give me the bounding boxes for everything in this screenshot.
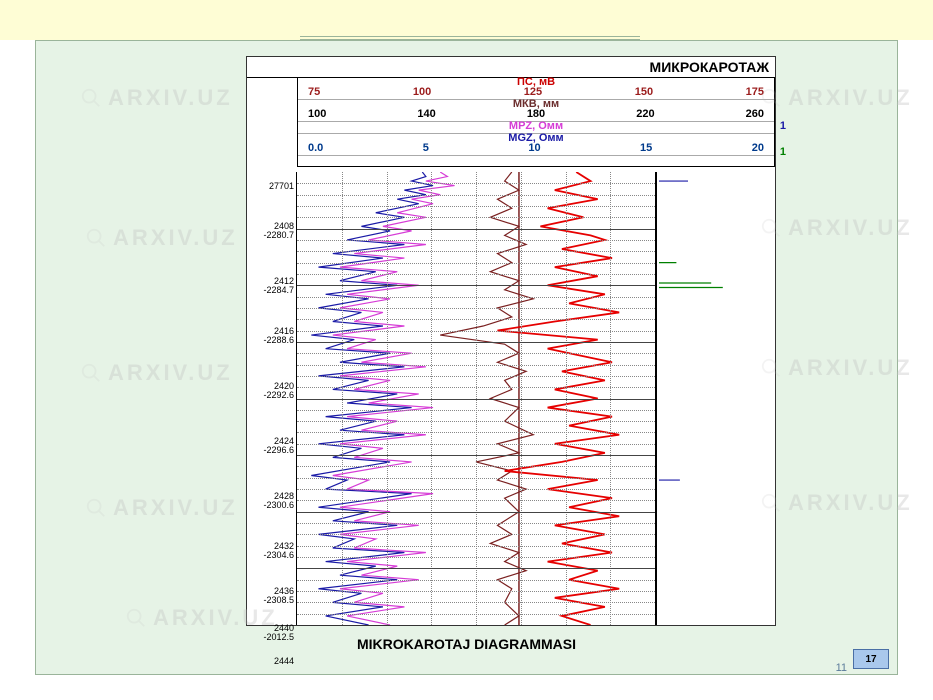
log-chart-panel: МИКРОКАРОТАЖ ПС, мВ75100125150175МКВ, мм… bbox=[246, 56, 776, 626]
scale-tick: 100 bbox=[413, 86, 431, 98]
scale-tick: 140 bbox=[417, 108, 435, 120]
scale-row: MGZ, Омм0.05101520 bbox=[298, 134, 774, 156]
depth-mark-sub: -2288.6 bbox=[263, 336, 294, 345]
depth-mark-sub: -2300.6 bbox=[263, 501, 294, 510]
depth-mark-sub: -2308.5 bbox=[263, 596, 294, 605]
scale-row: ПС, мВ75100125150175 bbox=[298, 78, 774, 100]
chart-caption: MIKROKAROTAJ DIAGRAMMASI bbox=[36, 636, 897, 652]
grid-line bbox=[297, 229, 655, 230]
depth-mark-sub: -2280.7 bbox=[263, 231, 294, 240]
scale-tick: 100 bbox=[308, 108, 326, 120]
scale-header-block: ПС, мВ75100125150175МКВ, мм1001401802202… bbox=[297, 77, 775, 167]
grid-line bbox=[297, 365, 655, 366]
scale-tick: 175 bbox=[746, 86, 764, 98]
scale-tick: 150 bbox=[635, 86, 653, 98]
grid-line bbox=[297, 455, 655, 456]
scale-label: МКВ, мм bbox=[513, 98, 559, 110]
depth-mark-sub: -2296.6 bbox=[263, 446, 294, 455]
scale-tick: 0.0 bbox=[308, 142, 323, 154]
slide-frame: МИКРОКАРОТАЖ ПС, мВ75100125150175МКВ, мм… bbox=[35, 40, 898, 675]
scale-label: MGZ, Омм bbox=[508, 132, 563, 144]
right-track bbox=[659, 172, 775, 625]
grid-line bbox=[297, 183, 655, 184]
scale-tick: 5 bbox=[423, 142, 429, 154]
grid-line bbox=[297, 274, 655, 275]
grid-line bbox=[297, 206, 655, 207]
grid-line bbox=[297, 602, 655, 603]
grid-line bbox=[297, 591, 655, 592]
grid-line bbox=[297, 410, 655, 411]
right-curves-svg bbox=[659, 172, 775, 625]
grid-line bbox=[297, 342, 655, 343]
grid-line bbox=[297, 614, 655, 615]
grid-line bbox=[297, 251, 655, 252]
grid-line bbox=[297, 195, 655, 196]
grid-line bbox=[297, 297, 655, 298]
grid-line bbox=[297, 387, 655, 388]
page-number-badge: 17 bbox=[853, 649, 889, 669]
grid-line bbox=[297, 466, 655, 467]
edge-label: 1 bbox=[780, 146, 786, 158]
scale-tick: 260 bbox=[746, 108, 764, 120]
grid-line bbox=[297, 478, 655, 479]
grid-line bbox=[297, 568, 655, 569]
grid-line bbox=[297, 489, 655, 490]
chart-header-title: МИКРОКАРОТАЖ bbox=[247, 57, 775, 78]
top-band bbox=[0, 0, 933, 40]
scale-label: MPZ, Омм bbox=[509, 120, 563, 132]
grid-line bbox=[297, 557, 655, 558]
depth-column: 277012408-2280.72412-2284.72416-2288.624… bbox=[247, 172, 297, 625]
grid-line bbox=[297, 421, 655, 422]
grid-line bbox=[297, 534, 655, 535]
grid-line bbox=[297, 444, 655, 445]
grid-line bbox=[297, 546, 655, 547]
edge-label: 1 bbox=[780, 120, 786, 132]
grid-line bbox=[297, 500, 655, 501]
grid-line bbox=[297, 240, 655, 241]
scale-row: МКВ, мм100140180220260 bbox=[298, 100, 774, 122]
grid-line bbox=[297, 263, 655, 264]
grid-line bbox=[297, 319, 655, 320]
depth-mark: 2444 bbox=[274, 657, 294, 666]
scale-tick: 15 bbox=[640, 142, 652, 154]
grid-line bbox=[297, 331, 655, 332]
depth-mark-sub: -2284.7 bbox=[263, 286, 294, 295]
grid-line bbox=[297, 432, 655, 433]
grid-line bbox=[297, 353, 655, 354]
scale-tick: 20 bbox=[752, 142, 764, 154]
track-area: 277012408-2280.72412-2284.72416-2288.624… bbox=[247, 172, 775, 625]
grid-line bbox=[297, 523, 655, 524]
depth-mark-sub: -2292.6 bbox=[263, 391, 294, 400]
main-log-track bbox=[297, 172, 657, 625]
scale-tick: 220 bbox=[636, 108, 654, 120]
depth-mark-sub: -2304.6 bbox=[263, 551, 294, 560]
scale-label: ПС, мВ bbox=[517, 76, 555, 88]
page-number-under: 11 bbox=[836, 662, 847, 674]
grid-line bbox=[297, 399, 655, 400]
grid-line bbox=[297, 580, 655, 581]
grid-line bbox=[297, 217, 655, 218]
grid-line bbox=[297, 285, 655, 286]
depth-mark: 27701 bbox=[269, 182, 294, 191]
scale-tick: 75 bbox=[308, 86, 320, 98]
grid-line bbox=[297, 308, 655, 309]
grid-line bbox=[297, 512, 655, 513]
grid-line bbox=[297, 376, 655, 377]
